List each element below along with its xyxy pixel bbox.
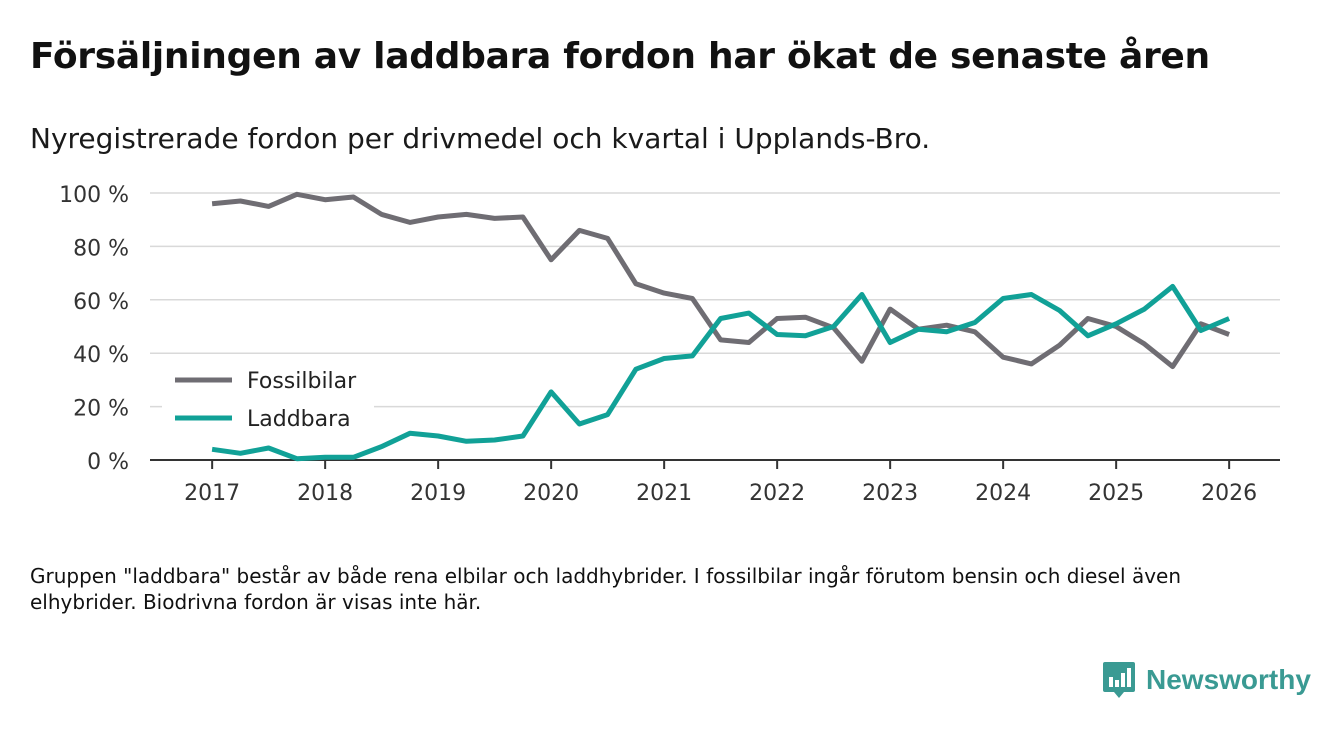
x-tick-label: 2025 — [1088, 481, 1144, 506]
x-tick-label: 2018 — [297, 481, 353, 506]
y-tick-label: 40 % — [73, 343, 129, 368]
chart-subtitle: Nyregistrerade fordon per drivmedel och … — [30, 122, 931, 155]
series-line-laddbara — [211, 283, 1231, 462]
legend-label: Laddbara — [247, 407, 351, 432]
y-tick-label: 60 % — [73, 290, 129, 315]
footnote: Gruppen "laddbara" består av både rena e… — [30, 564, 1182, 614]
brand[interactable]: Newsworthy — [1102, 660, 1311, 700]
series-line-fossilbilar — [211, 191, 1230, 370]
x-tick-label: 2023 — [862, 481, 918, 506]
chart-title: Försäljningen av laddbara fordon har öka… — [30, 36, 1210, 77]
x-tick-label: 2020 — [523, 481, 579, 506]
y-tick-label: 20 % — [73, 397, 129, 422]
y-tick-label: 100 % — [59, 183, 129, 208]
x-tick-label: 2026 — [1201, 481, 1257, 506]
y-axis-ticks: 0 % 20 % 40 % 60 % 80 % 100 % — [59, 183, 129, 475]
x-tick-label: 2022 — [749, 481, 805, 506]
x-tick-label: 2019 — [410, 481, 466, 506]
legend-label: Fossilbilar — [247, 369, 357, 394]
x-tick-label: 2017 — [184, 481, 240, 506]
newsworthy-logo-icon — [1103, 662, 1135, 698]
y-tick-label: 0 % — [87, 450, 129, 475]
legend: Fossilbilar Laddbara — [162, 360, 374, 438]
y-tick-label: 80 % — [73, 236, 129, 261]
legend-background — [162, 360, 374, 438]
x-axis: 2017 2018 2019 2020 2021 2022 2023 2024 2025 2026 — [150, 459, 1280, 506]
x-tick-label: 2021 — [636, 481, 692, 506]
brand-name: Newsworthy — [1146, 664, 1311, 695]
series-lines — [211, 191, 1231, 462]
x-tick-label: 2024 — [975, 481, 1031, 506]
